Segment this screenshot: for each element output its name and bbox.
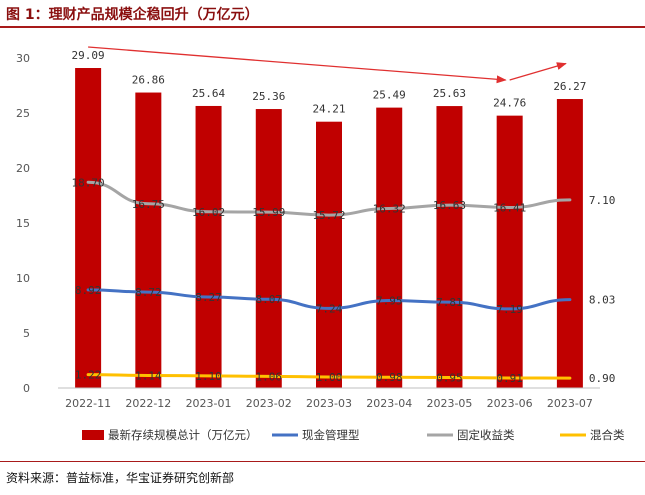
line-data-label: 15.99 <box>252 206 285 219</box>
bar-data-label: 29.09 <box>72 49 105 62</box>
legend-label: 最新存续规模总计（万亿元） <box>108 428 258 442</box>
x-tick-label: 2023-07 <box>547 397 593 410</box>
line-data-label: 18.70 <box>72 176 105 189</box>
line-data-label: 7.24 <box>316 302 343 315</box>
y-tick-label: 30 <box>16 52 30 65</box>
x-tick-label: 2022-12 <box>125 397 171 410</box>
line-data-label: 16.32 <box>373 202 406 215</box>
line-data-label: 16.63 <box>433 199 466 212</box>
data-label-layer: 29.09 26.86 25.64 25.36 24.21 25.49 25.63 24.76… <box>72 49 616 385</box>
bar-data-label: 24.76 <box>493 97 526 110</box>
series-line <box>86 288 572 311</box>
y-tick-label: 5 <box>23 327 30 340</box>
line-data-label: 7.95 <box>376 295 403 308</box>
bar-data-label: 26.27 <box>553 80 586 93</box>
line-data-label: 8.72 <box>135 286 162 299</box>
line-data-label: 16.41 <box>493 201 526 214</box>
legend-label: 混合类 <box>590 428 625 442</box>
line-data-label: 1.00 <box>316 371 343 384</box>
line-data-label: 0.90 <box>589 372 616 385</box>
legend: 最新存续规模总计（万亿元） 现金管理型 固定收益类 混合类 <box>82 428 625 442</box>
bar <box>556 99 583 388</box>
bar-data-label: 26.86 <box>132 74 165 87</box>
x-tick-label: 2023-03 <box>306 397 352 410</box>
line-data-label: 8.03 <box>589 294 616 307</box>
bar-data-label: 24.21 <box>312 103 345 116</box>
line-data-label: 0.98 <box>376 371 403 384</box>
line-data-label: 1.14 <box>135 369 162 382</box>
line-data-label: 16.02 <box>192 206 225 219</box>
line-data-label: 7.81 <box>436 296 463 309</box>
y-tick-label: 0 <box>23 382 30 395</box>
trend-arrow <box>88 46 507 84</box>
source-divider <box>0 461 645 462</box>
annotation-layer <box>88 46 567 84</box>
bar <box>376 107 403 389</box>
bar <box>75 68 102 388</box>
series-line <box>86 180 572 217</box>
bar-data-label: 25.36 <box>252 90 285 103</box>
figure-title: 图 1：理财产品规模企稳回升（万亿元） <box>6 7 259 23</box>
legend-label: 固定收益类 <box>457 428 515 442</box>
line-data-label: 15.72 <box>312 209 345 222</box>
line-data-label: 16.75 <box>132 198 165 211</box>
legend-swatch <box>82 430 104 440</box>
axes: 0 5 10 15 20 25 30 2022-11 2022-12 2023-01 2023-02… <box>16 52 600 410</box>
x-tick-label: 2023-05 <box>426 397 472 410</box>
y-tick-label: 15 <box>16 217 30 230</box>
trend-arrow <box>509 62 567 81</box>
x-tick-label: 2023-04 <box>366 397 412 410</box>
y-tick-label: 20 <box>16 162 30 175</box>
bar <box>135 92 162 388</box>
y-tick-label: 25 <box>16 107 30 120</box>
line-data-label: 1.10 <box>195 370 222 383</box>
line-data-label: 7.19 <box>496 303 523 316</box>
line-series-layer <box>86 180 572 380</box>
line-data-label: 8.27 <box>195 291 222 304</box>
line-data-label: 1.22 <box>75 369 102 382</box>
line-data-label: 7.10 <box>589 194 616 207</box>
chart: 29.09 26.86 25.64 25.36 24.21 25.49 25.63 24.76… <box>16 46 625 442</box>
x-tick-label: 2023-02 <box>246 397 292 410</box>
bar <box>496 115 523 388</box>
bar <box>316 121 342 388</box>
x-tick-label: 2022-11 <box>65 397 111 410</box>
bar-data-label: 25.64 <box>192 87 225 100</box>
x-tick-label: 2023-06 <box>487 397 533 410</box>
bar <box>436 106 463 388</box>
bar-data-label: 25.49 <box>373 89 406 102</box>
line-data-label: 0.95 <box>436 372 463 385</box>
legend-label: 现金管理型 <box>302 428 360 442</box>
bar <box>255 109 282 388</box>
title-divider <box>0 26 645 28</box>
bar-data-label: 25.63 <box>433 87 466 100</box>
line-data-label: 8.07 <box>256 293 283 306</box>
y-tick-label: 10 <box>16 272 30 285</box>
bar <box>195 105 222 389</box>
line-data-label: 8.92 <box>75 284 102 297</box>
x-tick-label: 2023-01 <box>186 397 232 410</box>
bar-series <box>75 68 583 389</box>
source-note: 资料来源：普益标准，华宝证券研究创新部 <box>6 471 235 485</box>
line-data-label: 1.06 <box>256 370 283 383</box>
line-data-label: 0.91 <box>496 372 523 385</box>
series-line <box>86 373 572 380</box>
